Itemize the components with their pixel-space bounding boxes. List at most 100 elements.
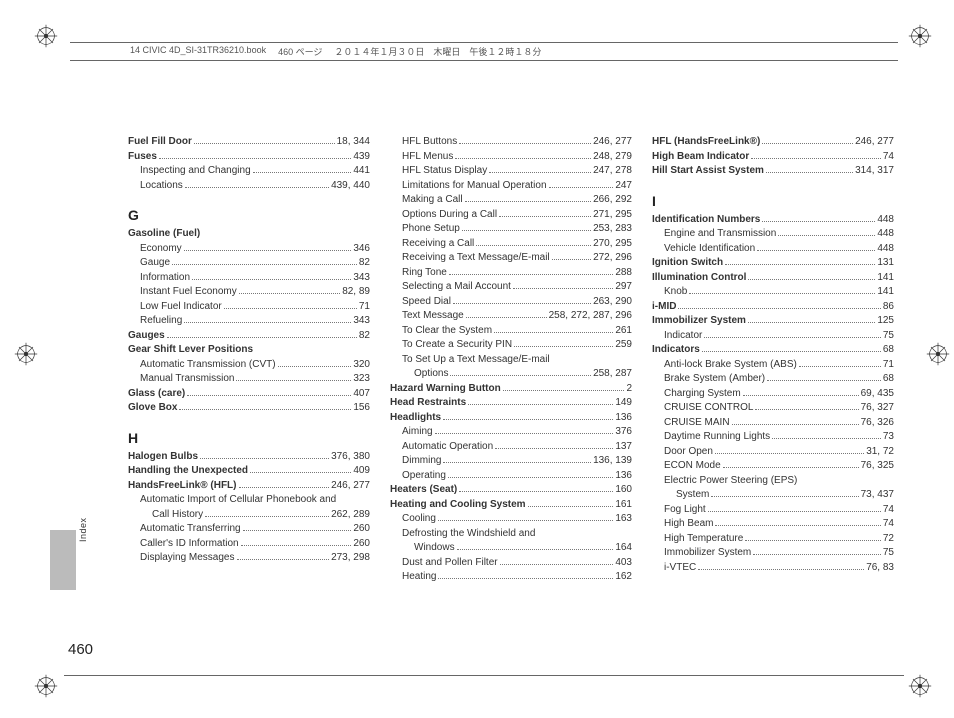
entry-pages: 439, 440 — [331, 179, 370, 194]
entry-label: Handling the Unexpected — [128, 464, 248, 479]
entry-label: Heating — [402, 570, 436, 585]
index-subentry: Automatic Transferring260 — [128, 522, 370, 537]
entry-label: Instant Fuel Economy — [140, 285, 237, 300]
entry-pages: 161 — [615, 498, 632, 513]
leader-dots — [462, 223, 591, 231]
entry-pages: 323 — [353, 372, 370, 387]
leader-dots — [715, 446, 864, 454]
leader-dots — [236, 373, 351, 381]
index-entry: Heating and Cooling System161 — [390, 498, 632, 513]
index-subentry: Electric Power Steering (EPS) — [652, 474, 894, 489]
leader-dots — [689, 286, 875, 294]
index-subentry: CRUISE CONTROL76, 327 — [652, 401, 894, 416]
index-subentry: Anti-lock Brake System (ABS)71 — [652, 358, 894, 373]
leader-dots — [278, 359, 352, 367]
entry-pages: 73 — [883, 430, 894, 445]
leader-dots — [224, 301, 357, 309]
index-subentry: Displaying Messages273, 298 — [128, 551, 370, 566]
entry-pages: 271, 295 — [593, 208, 632, 223]
entry-label: Refueling — [140, 314, 182, 329]
entry-pages: 448 — [877, 242, 894, 257]
entry-pages: 320 — [353, 358, 370, 373]
leader-dots — [435, 426, 614, 434]
entry-label: Hazard Warning Button — [390, 382, 501, 397]
index-subentry: Indicator75 — [652, 329, 894, 344]
entry-label: Brake System (Amber) — [664, 372, 765, 387]
entry-pages: 2 — [626, 382, 632, 397]
leader-dots — [466, 310, 547, 318]
crop-mark-icon — [12, 340, 40, 368]
entry-pages: 407 — [353, 387, 370, 402]
entry-pages: 273, 298 — [331, 551, 370, 566]
index-entry: Gasoline (Fuel) — [128, 227, 370, 242]
index-subentry: Speed Dial263, 290 — [390, 295, 632, 310]
entry-label: CRUISE MAIN — [664, 416, 730, 431]
entry-label: Indicators — [652, 343, 700, 358]
entry-pages: 439 — [353, 150, 370, 165]
leader-dots — [443, 412, 613, 420]
header-book: 14 CIVIC 4D_SI-31TR36210.book — [130, 45, 266, 58]
leader-dots — [732, 417, 859, 425]
entry-label: To Set Up a Text Message/E-mail — [402, 353, 550, 368]
entry-label: Ring Tone — [402, 266, 447, 281]
entry-label: Caller's ID Information — [140, 537, 239, 552]
leader-dots — [766, 165, 853, 173]
entry-label: Glass (care) — [128, 387, 185, 402]
index-subentry: Instant Fuel Economy82, 89 — [128, 285, 370, 300]
entry-pages: 149 — [615, 396, 632, 411]
entry-pages: 156 — [353, 401, 370, 416]
entry-pages: 441 — [353, 164, 370, 179]
entry-label: Charging System — [664, 387, 741, 402]
index-subentry: Windows164 — [390, 541, 632, 556]
index-subentry: Automatic Import of Cellular Phonebook a… — [128, 493, 370, 508]
entry-pages: 160 — [615, 483, 632, 498]
index-subentry: High Temperature72 — [652, 532, 894, 547]
document-header: 14 CIVIC 4D_SI-31TR36210.book 460 ページ ２０… — [70, 42, 898, 61]
entry-pages: 409 — [353, 464, 370, 479]
leader-dots — [159, 151, 351, 159]
entry-label: i-VTEC — [664, 561, 696, 576]
leader-dots — [449, 267, 613, 275]
entry-label: High Beam Indicator — [652, 150, 749, 165]
entry-pages: 403 — [615, 556, 632, 571]
leader-dots — [167, 330, 357, 338]
entry-pages: 262, 289 — [331, 508, 370, 523]
leader-dots — [250, 465, 351, 473]
leader-dots — [748, 272, 875, 280]
index-subentry: Economy346 — [128, 242, 370, 257]
entry-pages: 258, 272, 287, 296 — [549, 309, 632, 324]
entry-pages: 73, 437 — [861, 488, 894, 503]
leader-dots — [448, 470, 613, 478]
index-subentry: To Clear the System261 — [390, 324, 632, 339]
entry-pages: 246, 277 — [593, 135, 632, 150]
entry-label: Economy — [140, 242, 182, 257]
entry-label: High Beam — [664, 517, 713, 532]
leader-dots — [450, 368, 591, 376]
index-subentry: Options258, 287 — [390, 367, 632, 382]
leader-dots — [184, 315, 351, 323]
index-subentry: HFL Menus248, 279 — [390, 150, 632, 165]
entry-label: Windows — [414, 541, 455, 556]
index-subentry: Immobilizer System 75 — [652, 546, 894, 561]
leader-dots — [757, 243, 875, 251]
entry-pages: 75 — [883, 546, 894, 561]
entry-label: Identification Numbers — [652, 213, 760, 228]
index-entry: Headlights136 — [390, 411, 632, 426]
index-subentry: Receiving a Call270, 295 — [390, 237, 632, 252]
entry-label: Gauge — [140, 256, 170, 271]
crop-mark-icon — [924, 340, 952, 368]
index-entry: i-MID86 — [652, 300, 894, 315]
leader-dots — [698, 562, 864, 570]
leader-dots — [184, 243, 352, 251]
entry-pages: 163 — [615, 512, 632, 527]
index-subentry: Brake System (Amber)68 — [652, 372, 894, 387]
leader-dots — [200, 451, 329, 459]
entry-label: Hill Start Assist System — [652, 164, 764, 179]
entry-label: HFL (HandsFreeLink®) — [652, 135, 760, 150]
entry-label: Manual Transmission — [140, 372, 234, 387]
entry-label: Gasoline (Fuel) — [128, 227, 200, 242]
entry-pages: 136, 139 — [593, 454, 632, 469]
entry-label: Limitations for Manual Operation — [402, 179, 547, 194]
entry-label: CRUISE CONTROL — [664, 401, 753, 416]
entry-label: Immobilizer System — [664, 546, 751, 561]
